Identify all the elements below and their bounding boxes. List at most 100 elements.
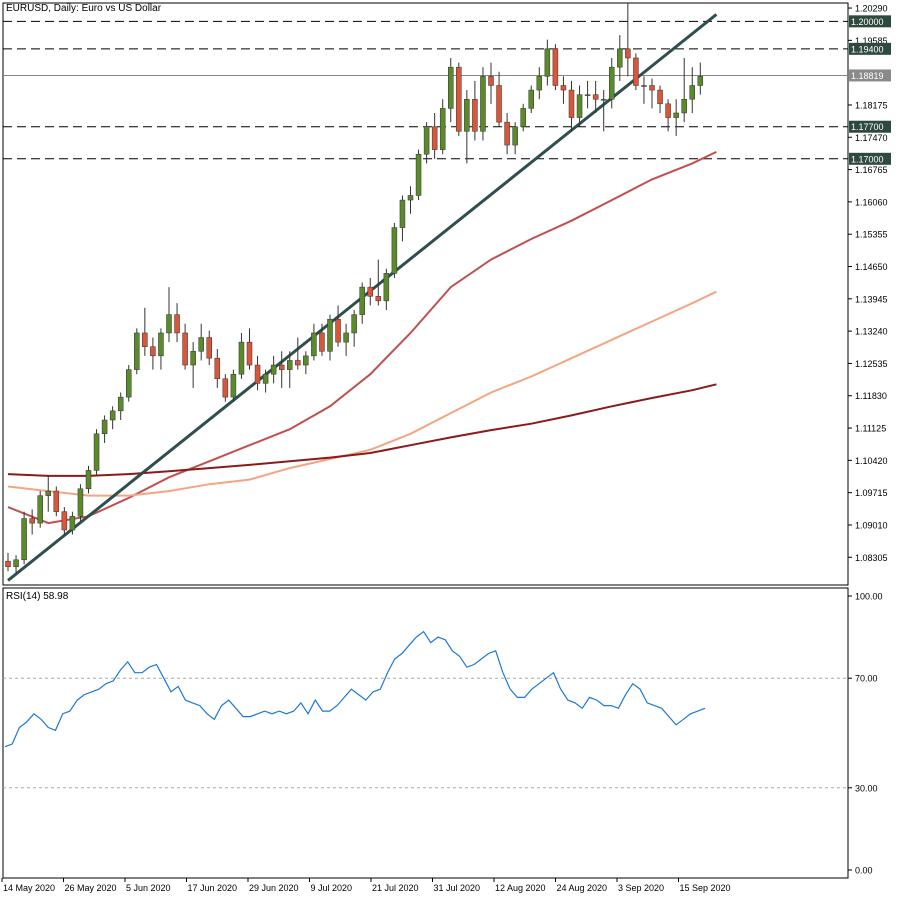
candle-body: [117, 396, 124, 412]
candle-body: [560, 85, 567, 91]
candle-body: [262, 373, 269, 384]
candle-body: [576, 94, 583, 118]
candle-body: [665, 103, 671, 118]
level-tag-label: 1.19400: [851, 44, 884, 54]
candle-body: [448, 66, 454, 109]
candle-body: [319, 332, 325, 352]
candle-body: [166, 314, 172, 334]
candle-body: [69, 516, 76, 531]
candle-body: [343, 332, 349, 343]
date-tick-label: 24 Aug 2020: [557, 883, 608, 893]
candle-body: [609, 66, 615, 100]
level-tag: [849, 42, 891, 55]
candle-body: [504, 121, 510, 146]
candle-body: [13, 559, 19, 567]
date-tick-label: 29 Jun 2020: [249, 883, 299, 893]
candle-body: [335, 318, 341, 343]
price-tick-label: 1.13945: [855, 294, 888, 304]
date-tick-label: 9 Jul 2020: [311, 883, 353, 893]
candle-body: [568, 89, 575, 118]
candle-body: [134, 332, 140, 370]
price-tick-label: 1.18175: [855, 100, 888, 110]
candle-body: [278, 364, 285, 370]
level-tag: [849, 152, 891, 165]
candle-body: [520, 108, 526, 127]
candle-body: [464, 98, 470, 132]
price-tick-label: 1.11125: [855, 424, 886, 434]
candle-body: [657, 89, 663, 105]
candle-body: [431, 126, 438, 150]
candle-body: [311, 332, 317, 357]
candle-body: [633, 57, 639, 86]
candle-body: [174, 314, 180, 334]
level-tag-label: 1.17700: [851, 122, 884, 132]
candle-body: [681, 98, 687, 114]
candle-body: [270, 364, 277, 375]
candle-body: [101, 419, 108, 435]
price-tick-label: 1.17470: [855, 133, 888, 143]
candle-body: [407, 195, 414, 201]
candle-body: [190, 351, 196, 366]
current-price-label: 1.18819: [851, 71, 884, 81]
candle-body: [600, 98, 607, 101]
candle-body: [552, 48, 559, 86]
candle-body: [21, 518, 27, 561]
candle-body: [673, 112, 679, 118]
rsi-label: RSI(14) 58.98: [6, 591, 69, 602]
candle-body: [649, 85, 655, 91]
candle-body: [383, 273, 390, 302]
date-tick-label: 26 May 2020: [65, 883, 117, 893]
price-tick-label: 1.10420: [855, 456, 888, 466]
candle-body: [423, 126, 430, 155]
candle-body: [5, 560, 11, 567]
candle-body: [399, 199, 406, 228]
candle-body: [158, 332, 164, 357]
current-price-tag: [849, 69, 891, 82]
price-tick-label: 1.09715: [855, 488, 888, 498]
candle-body: [456, 66, 462, 132]
candle-body: [142, 332, 148, 347]
candle-body: [375, 296, 382, 302]
rsi-tick-label: 100.00: [855, 592, 883, 602]
candle-body: [351, 314, 357, 334]
candle-body: [303, 355, 309, 366]
date-tick-label: 5 Jun 2020: [126, 883, 171, 893]
level-tag: [849, 15, 891, 28]
price-tick-label: 1.15355: [855, 230, 888, 240]
candle-body: [150, 346, 156, 357]
candle-body: [238, 341, 245, 375]
date-tick-label: 21 Jul 2020: [372, 883, 419, 893]
candle-body: [584, 94, 591, 96]
rsi-pane-frame: [2, 587, 849, 879]
date-tick-label: 31 Jul 2020: [434, 883, 481, 893]
moving-average-line: [7, 150, 717, 525]
chart-title: EURUSD, Daily: Euro vs US Dollar: [6, 3, 162, 14]
candle-body: [617, 48, 623, 68]
candle-body: [488, 76, 494, 86]
price-tick-label: 1.12535: [855, 359, 888, 369]
candle-body: [29, 518, 35, 524]
date-tick-label: 14 May 2020: [3, 883, 55, 893]
date-tick-label: 3 Sep 2020: [618, 883, 664, 893]
candle-body: [254, 364, 261, 384]
candle-body: [544, 48, 551, 77]
candle-body: [126, 369, 132, 398]
candle-body: [198, 337, 204, 352]
candle-body: [77, 488, 84, 517]
candle-body: [536, 76, 543, 91]
candle-body: [246, 341, 253, 366]
candle-body: [592, 94, 599, 100]
level-tag-label: 1.20000: [851, 17, 884, 27]
price-pane-frame: [2, 2, 849, 586]
candle-body: [697, 76, 704, 86]
level-tag: [849, 120, 891, 133]
moving-average-line: [7, 383, 717, 477]
candle-body: [287, 360, 293, 370]
candle-body: [359, 286, 365, 315]
candle-body: [230, 373, 237, 398]
candle-body: [222, 378, 229, 398]
price-tick-label: 1.13240: [855, 327, 888, 337]
date-tick-label: 12 Aug 2020: [495, 883, 546, 893]
candle-body: [214, 357, 221, 380]
